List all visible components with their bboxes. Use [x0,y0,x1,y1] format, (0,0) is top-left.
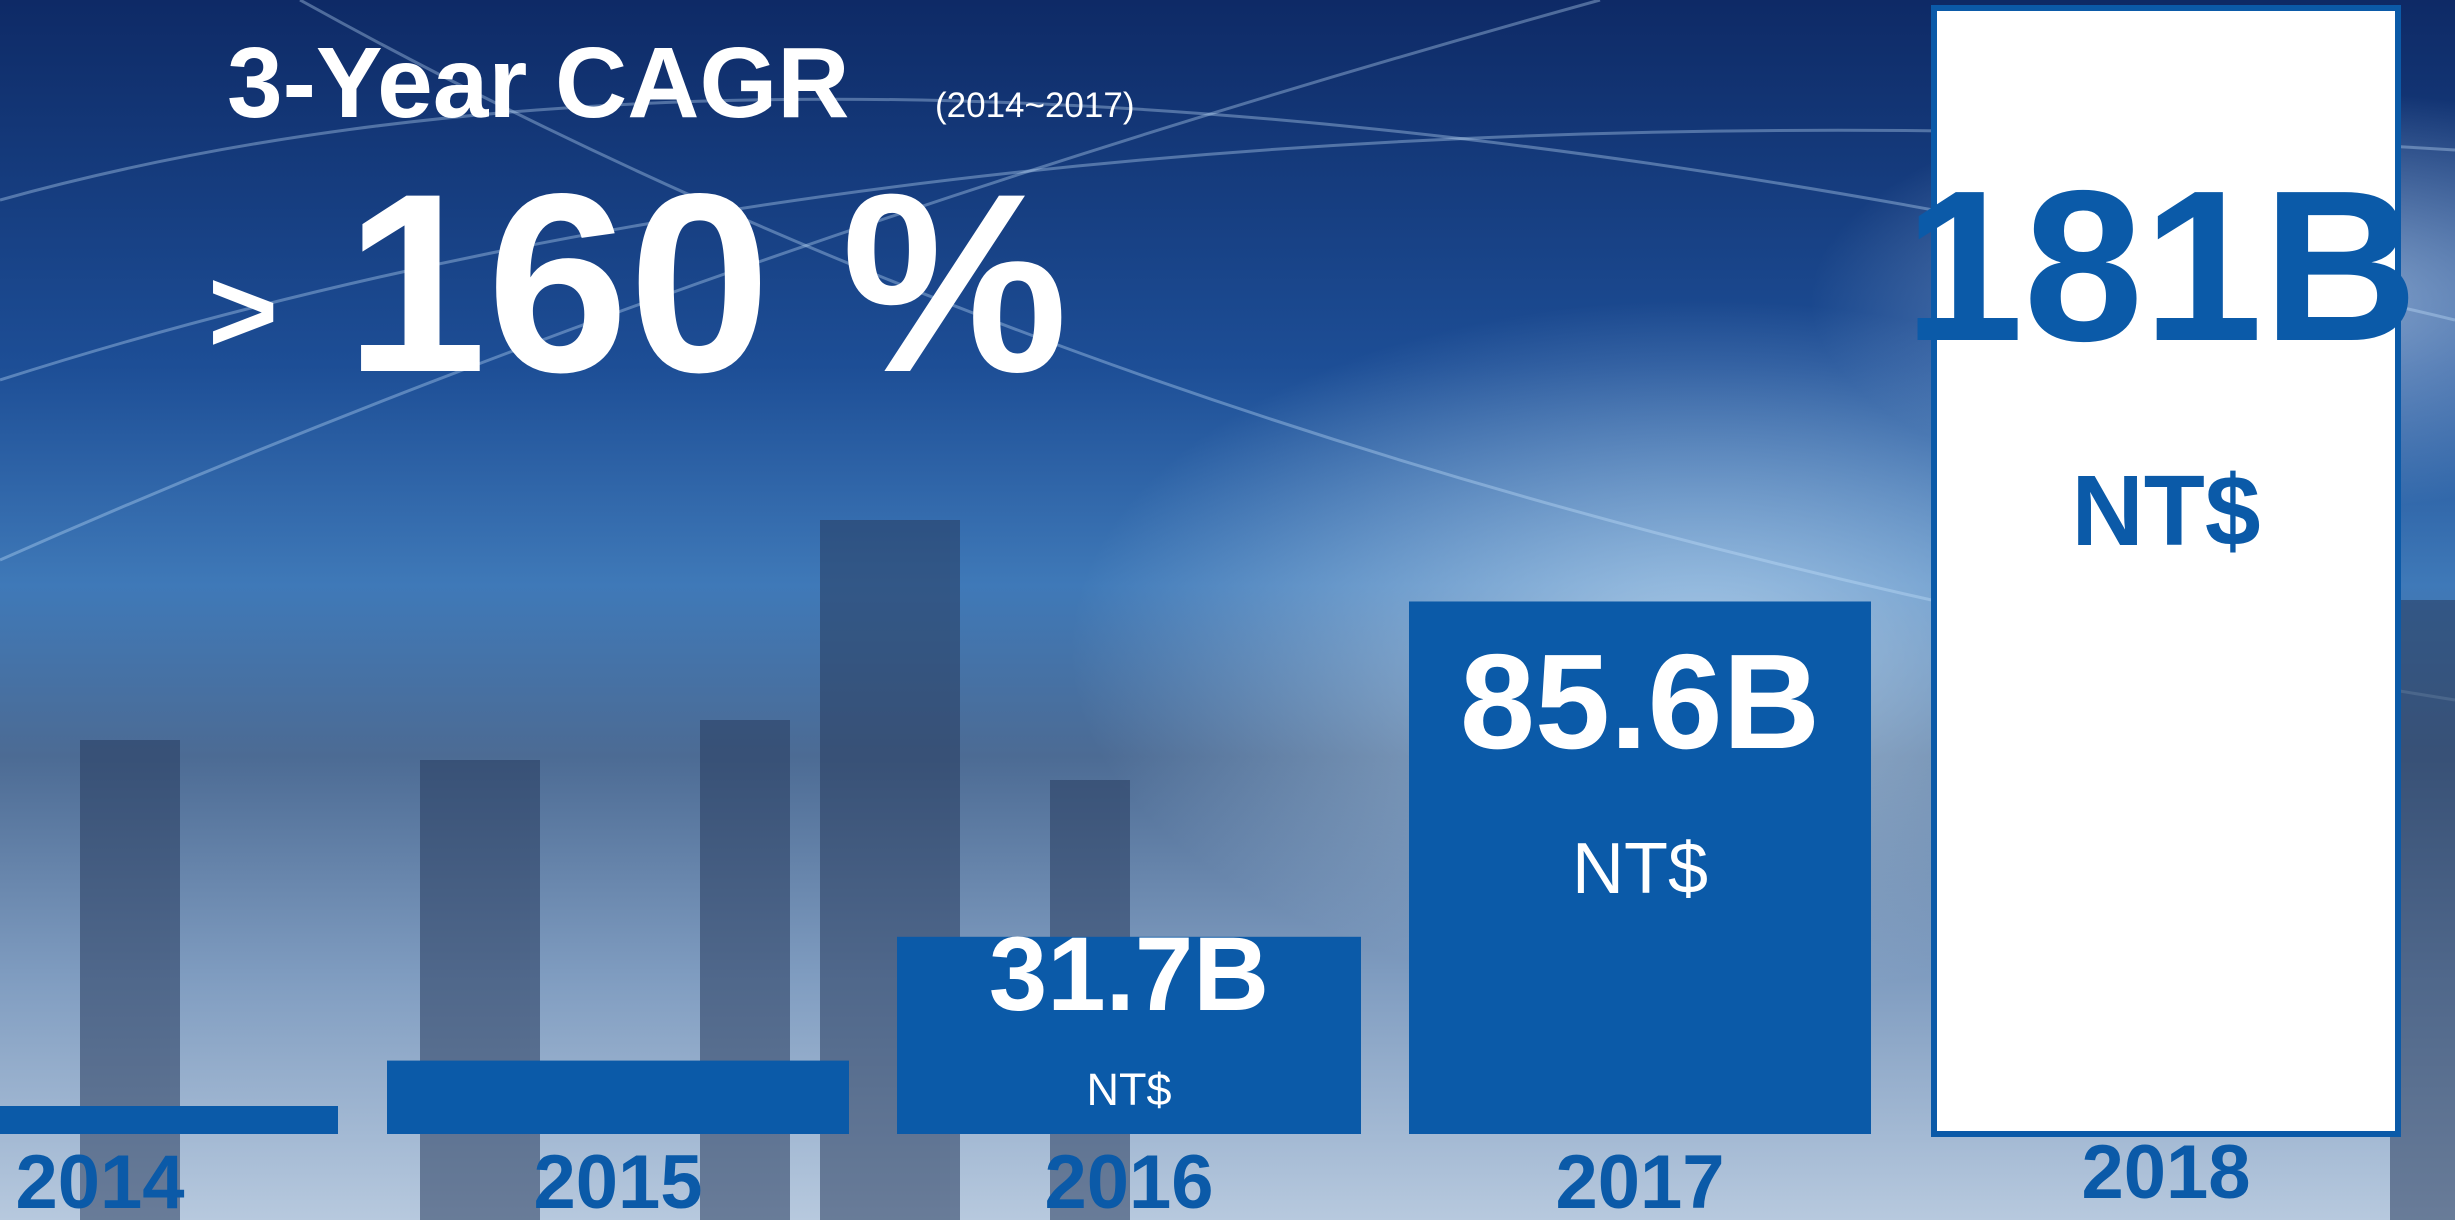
unit-label: NT$ [1086,1064,1171,1115]
unit-label: NT$ [1572,829,1708,909]
page: 3-Year CAGR (2014~2017) > 160 % 2014 2015… [0,0,2455,1220]
unit-label: NT$ [2072,455,2261,567]
x-tick-label: 2015 [533,1140,702,1220]
cagr-value: 160 % [345,141,1068,426]
x-tick-label: 2016 [1044,1140,1213,1220]
cagr-prefix: > [208,244,278,378]
value-label: 31.7B [989,916,1269,1033]
chart: 3-Year CAGR (2014~2017) > 160 % 2014 2015… [0,0,2455,1220]
x-tick-label: 2017 [1555,1140,1724,1220]
title: 3-Year CAGR [227,27,849,139]
bar [387,1061,849,1134]
value-label: 85.6B [1460,626,1820,777]
subtitle: (2014~2017) [935,86,1134,125]
value-label: 181B [1904,145,2418,386]
bar [0,1106,338,1134]
x-tick-label: 2018 [2081,1130,2250,1215]
x-tick-label: 2014 [15,1140,184,1220]
